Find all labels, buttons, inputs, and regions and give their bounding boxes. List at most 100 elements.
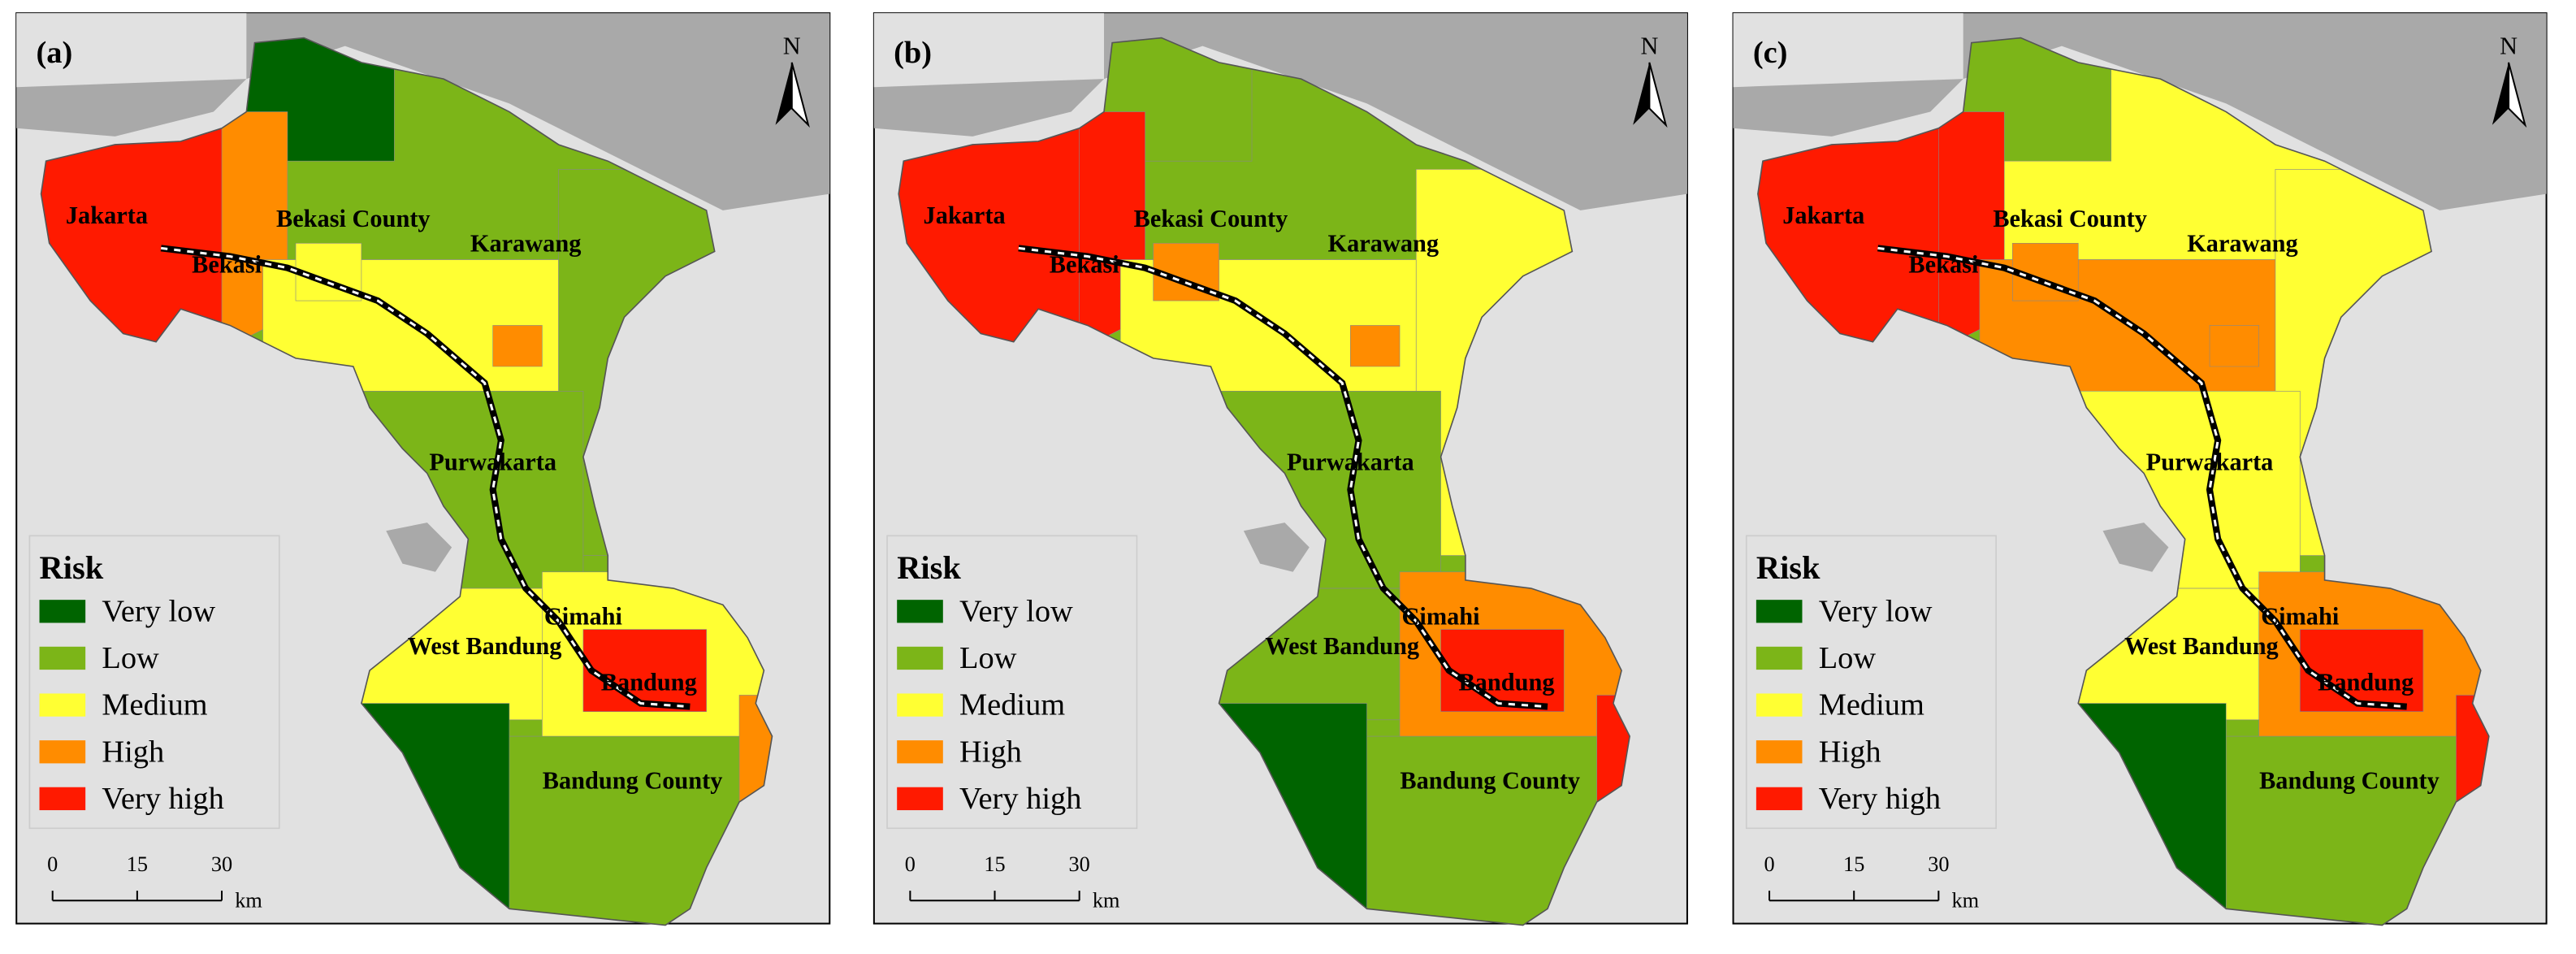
legend-swatch [1756, 600, 1803, 623]
reservoir [386, 523, 452, 572]
north-arrow [2492, 62, 2509, 125]
legend-swatch [39, 740, 86, 764]
place-name: Bandung [1458, 668, 1554, 696]
scale-label: 15 [984, 852, 1005, 876]
reservoir [2102, 523, 2169, 572]
place-name: Karawang [2187, 229, 2297, 257]
risk-zone [1596, 695, 1630, 811]
place-name: Bandung [601, 668, 697, 696]
place-name: Bandung County [1400, 767, 1580, 795]
legend-label: Very high [959, 782, 1081, 816]
north-arrow [775, 62, 792, 125]
place-name: Cimahi [2261, 603, 2339, 631]
legend-swatch [897, 740, 943, 764]
place-name: Bekasi [192, 251, 262, 279]
legend-swatch [39, 646, 86, 670]
place-name: Karawang [1328, 229, 1439, 257]
legend-swatch [897, 600, 943, 623]
north-arrow [1633, 62, 1650, 125]
risk-zone [738, 695, 773, 811]
legend-label: High [1819, 735, 1881, 769]
legend-label: Medium [102, 688, 207, 722]
risk-zone [1440, 629, 1565, 712]
place-name: Jakarta [1782, 202, 1864, 229]
legend-label: Low [959, 641, 1017, 675]
legend-box [28, 535, 280, 830]
place-name: Bandung [2318, 668, 2414, 696]
scale-label: 30 [1928, 852, 1949, 876]
place-name: Bekasi [1908, 251, 1978, 279]
legend-title: Risk [897, 549, 961, 586]
legend-label: Medium [1819, 688, 1924, 722]
place-name: West Bandung [2124, 632, 2279, 660]
place-name: Bekasi County [1134, 205, 1288, 232]
risk-zone [1350, 325, 1401, 367]
legend-label: Very low [102, 594, 215, 628]
legend-label: Medium [959, 688, 1065, 722]
scale-label: 30 [1069, 852, 1090, 876]
place-name: West Bandung [408, 632, 562, 660]
reservoir [1243, 523, 1310, 572]
map-panel: (b) Jakarta Bekasi Bekasi County Karawang Pur… [872, 12, 1688, 926]
railway [1018, 245, 1548, 710]
north-label: N [1640, 33, 1658, 60]
risk-zone [2209, 325, 2259, 367]
sea-west [16, 13, 247, 88]
railway [160, 245, 691, 710]
legend-label: Very high [1819, 782, 1941, 816]
study-area-outline [40, 37, 773, 926]
legend-label: Very low [959, 594, 1073, 628]
place-name: Bandung County [543, 767, 723, 795]
legend-label: Very low [1819, 594, 1933, 628]
legend-swatch [1756, 693, 1803, 717]
place-name: Purwakarta [2146, 448, 2274, 475]
legend-label: Very high [102, 782, 223, 816]
risk-zone [492, 325, 543, 367]
legend-label: High [959, 735, 1022, 769]
scale-label: 30 [211, 852, 232, 876]
scale-label: 15 [1843, 852, 1864, 876]
legend-title: Risk [1756, 549, 1821, 586]
scale-label: 0 [47, 852, 58, 876]
legend-swatch [897, 693, 943, 717]
sea-west [1733, 13, 1963, 88]
place-name: Bandung County [2259, 767, 2440, 795]
scale-label: 15 [127, 852, 148, 876]
legend-swatch [1756, 646, 1803, 670]
north-label: N [2500, 33, 2518, 60]
scale-label: 0 [1764, 852, 1774, 876]
legend-label: High [102, 735, 164, 769]
scale-unit: km [1952, 888, 1980, 912]
railway [1877, 245, 2407, 710]
legend-label: Low [1819, 641, 1877, 675]
map-panel: (a) Jakarta Bekasi Bekasi County Karawang Pur… [15, 12, 831, 926]
scale-unit: km [1093, 888, 1120, 912]
place-name: Cimahi [1402, 603, 1480, 631]
legend-title: Risk [40, 549, 104, 586]
sea-west [873, 13, 1104, 88]
legend-swatch [39, 787, 86, 811]
legend-swatch [39, 600, 86, 623]
risk-zone [2456, 695, 2489, 811]
legend-label: Low [102, 641, 159, 675]
legend-swatch [897, 646, 943, 670]
north-arrow-half [1648, 62, 1668, 128]
place-name: West Bandung [1265, 632, 1419, 660]
place-name: Bekasi [1050, 251, 1119, 279]
study-area-outline [1757, 37, 2490, 926]
place-name: Purwakarta [1287, 448, 1414, 475]
risk-zone [582, 629, 707, 712]
legend-swatch [897, 787, 943, 811]
place-name: Jakarta [924, 202, 1006, 229]
place-name: Cimahi [544, 603, 622, 631]
study-area-outline [898, 37, 1630, 926]
place-name: Bekasi County [1993, 205, 2147, 232]
place-name: Purwakarta [429, 448, 556, 475]
panel-label: (b) [894, 36, 932, 70]
north-label: N [783, 33, 801, 60]
legend-swatch [39, 693, 86, 717]
legend-box [886, 535, 1138, 830]
north-arrow-half [790, 62, 810, 128]
